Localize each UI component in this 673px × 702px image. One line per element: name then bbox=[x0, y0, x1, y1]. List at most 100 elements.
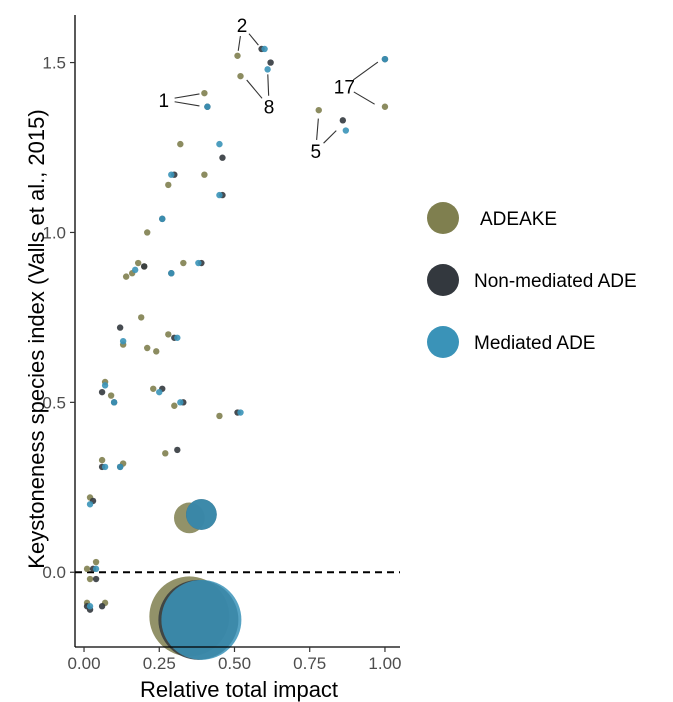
data-point bbox=[86, 575, 94, 583]
series-2 bbox=[86, 45, 389, 660]
y-tick-label: 1.0 bbox=[42, 223, 66, 242]
legend-label: Non-mediated ADE bbox=[474, 271, 637, 292]
data-point bbox=[171, 402, 178, 409]
axes: 0.00 0.25 0.50 0.75 1.00 0.0 0.5 1.0 1.5 bbox=[42, 15, 402, 673]
annotation-label: 17 bbox=[334, 77, 355, 98]
data-point bbox=[116, 463, 124, 471]
data-point bbox=[186, 499, 217, 530]
series-0 bbox=[83, 52, 389, 657]
data-point bbox=[116, 324, 124, 331]
annotation-1: 1 bbox=[158, 91, 200, 112]
data-point bbox=[141, 263, 148, 270]
annotation-leader-line bbox=[267, 74, 270, 96]
x-tick-label: 0.50 bbox=[218, 654, 251, 673]
annotation-label: 1 bbox=[158, 91, 169, 112]
data-point bbox=[168, 171, 175, 178]
data-point bbox=[174, 334, 181, 341]
data-point bbox=[162, 450, 169, 457]
data-point bbox=[86, 603, 94, 610]
annotation-leader-line bbox=[237, 35, 241, 51]
data-point bbox=[342, 127, 350, 134]
x-tick-label: 0.00 bbox=[67, 654, 100, 673]
data-point bbox=[219, 154, 226, 161]
annotation-label: 8 bbox=[264, 98, 275, 119]
x-tick-label: 0.25 bbox=[143, 654, 176, 673]
x-tick-label: 1.00 bbox=[368, 654, 401, 673]
legend-swatch bbox=[427, 326, 459, 358]
data-point bbox=[138, 314, 145, 321]
data-point bbox=[153, 348, 160, 355]
data-point bbox=[204, 103, 211, 110]
data-point bbox=[264, 66, 271, 73]
data-point bbox=[177, 140, 184, 148]
data-point bbox=[201, 171, 208, 178]
data-point bbox=[92, 558, 100, 566]
annotation-leader-line bbox=[174, 93, 200, 99]
legend-item: Mediated ADE bbox=[427, 326, 595, 358]
data-point bbox=[122, 273, 130, 280]
annotation-17: 17 bbox=[334, 61, 379, 105]
data-point bbox=[339, 117, 347, 124]
data-point bbox=[144, 344, 151, 352]
data-point bbox=[165, 331, 172, 338]
annotations: 2 1 8 17 5 bbox=[158, 16, 379, 163]
data-point bbox=[150, 385, 157, 392]
data-point bbox=[237, 72, 244, 80]
data-point bbox=[101, 382, 109, 389]
data-point bbox=[381, 103, 389, 110]
data-point bbox=[131, 266, 139, 274]
data-point bbox=[180, 259, 187, 267]
series-1 bbox=[83, 45, 389, 660]
data-point bbox=[168, 270, 175, 277]
annotation-2: 2 bbox=[237, 16, 259, 51]
data-point bbox=[156, 388, 163, 396]
data-point bbox=[98, 456, 106, 464]
data-point bbox=[161, 579, 242, 660]
y-tick-label: 1.5 bbox=[42, 54, 66, 73]
data-point bbox=[237, 409, 244, 416]
annotation-leader-line bbox=[174, 101, 200, 107]
data-point bbox=[119, 337, 127, 345]
annotation-leader-line bbox=[246, 79, 263, 99]
data-point bbox=[101, 463, 109, 471]
data-point bbox=[92, 575, 100, 583]
data-point bbox=[83, 565, 91, 573]
y-tick-label: 0.5 bbox=[42, 393, 66, 412]
data-point bbox=[165, 181, 172, 189]
data-point bbox=[261, 45, 268, 53]
annotation-leader-line bbox=[352, 61, 379, 81]
data-point bbox=[201, 89, 208, 97]
legend: ADEAKE Non-mediated ADE Mediated ADE bbox=[427, 202, 637, 358]
data-point bbox=[381, 55, 389, 63]
annotation-5: 5 bbox=[310, 118, 337, 163]
data-point bbox=[216, 191, 223, 199]
data-point bbox=[315, 106, 322, 114]
annotation-leader-line bbox=[323, 130, 337, 144]
legend-item: ADEAKE bbox=[427, 202, 557, 234]
data-point bbox=[107, 392, 115, 399]
data-point bbox=[110, 399, 118, 406]
data-point bbox=[267, 59, 274, 66]
y-tick-label: 0.0 bbox=[42, 563, 66, 582]
x-axis-title: Relative total impact bbox=[140, 677, 338, 702]
legend-swatch bbox=[427, 202, 459, 234]
data-point bbox=[86, 501, 94, 508]
annotation-leader-line bbox=[248, 33, 259, 46]
data-point bbox=[216, 412, 223, 420]
legend-label: ADEAKE bbox=[480, 209, 557, 230]
legend-label: Mediated ADE bbox=[474, 333, 595, 354]
data-point bbox=[159, 215, 166, 223]
data-point bbox=[134, 259, 142, 267]
data-point bbox=[234, 52, 241, 59]
annotation-8: 8 bbox=[246, 74, 275, 119]
data-point bbox=[98, 603, 106, 610]
data-point bbox=[174, 446, 181, 454]
legend-item: Non-mediated ADE bbox=[427, 264, 637, 296]
annotation-label: 2 bbox=[237, 16, 248, 37]
legend-swatch bbox=[427, 264, 459, 296]
plot-area bbox=[75, 45, 400, 660]
y-axis-title: Keystoneness species index (Valls et al.… bbox=[24, 109, 49, 568]
annotation-leader-line bbox=[316, 118, 319, 140]
data-point bbox=[177, 399, 184, 406]
